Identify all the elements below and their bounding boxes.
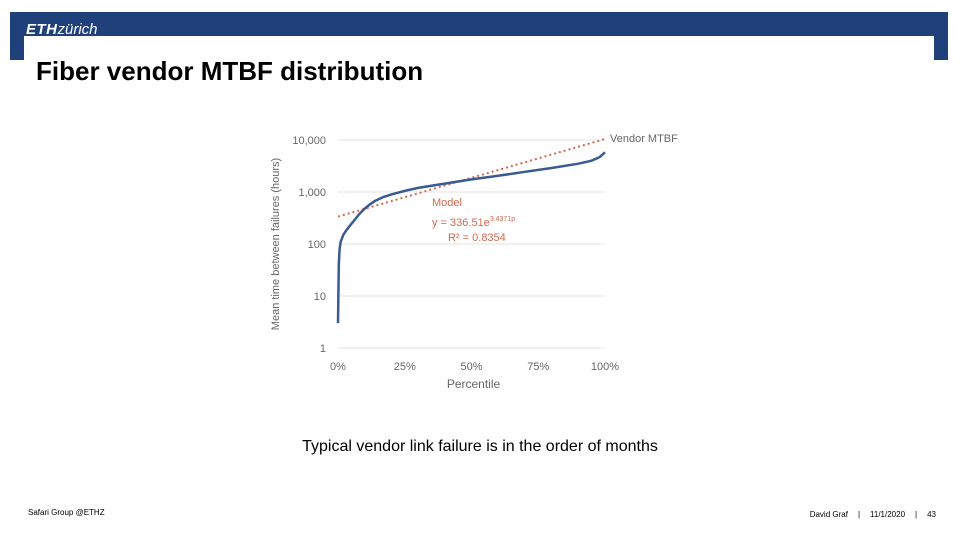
model-label: Model	[432, 197, 462, 209]
x-tick-label: 50%	[460, 361, 482, 373]
slide-title: Fiber vendor MTBF distribution	[36, 56, 424, 86]
y-tick-label: 10,000	[292, 135, 326, 147]
footer-meta: David Graf | 11/1/2020 | 43	[810, 510, 936, 519]
y-tick-label: 10	[314, 291, 326, 303]
mtbf-chart: 1 10 100 1,000 10,000 0% 25% 50% 75% 100% Vendor…	[270, 133, 678, 391]
footer-page-number: 43	[927, 510, 936, 519]
logo-zurich: zürich	[57, 21, 98, 38]
x-tick-label: 75%	[527, 361, 549, 373]
x-tick-label: 0%	[330, 361, 346, 373]
model-equation-exponent: 3.4371p	[490, 216, 515, 223]
footer-separator: |	[857, 510, 861, 519]
model-trendline	[337, 138, 606, 218]
footer-author: David Graf	[809, 510, 848, 519]
series-label: Vendor MTBF	[610, 133, 678, 145]
y-tick-label: 1,000	[298, 187, 326, 199]
y-tick-label: 100	[308, 239, 326, 251]
model-equation: y = 336.51e3.4371p	[432, 216, 515, 229]
header-strip	[24, 36, 934, 62]
model-r-squared: R² = 0.8354	[448, 232, 506, 244]
footer-date: 11/1/2020	[870, 510, 906, 519]
vendor-mtbf-line	[336, 151, 606, 324]
eth-zurich-logo: ETHzürich	[26, 20, 98, 40]
x-axis-label: Percentile	[447, 377, 501, 391]
footer-separator: |	[915, 510, 918, 519]
y-tick-label: 1	[320, 343, 326, 355]
logo-eth: ETH	[26, 21, 58, 38]
model-equation-base: y = 336.51e	[432, 217, 490, 229]
footer-group: Safari Group @ETHZ	[28, 508, 105, 517]
slide-caption: Typical vendor link failure is in the or…	[302, 438, 658, 455]
x-tick-label: 25%	[394, 361, 416, 373]
x-tick-label: 100%	[591, 361, 619, 373]
y-axis-label: Mean time between failures (hours)	[270, 158, 282, 330]
